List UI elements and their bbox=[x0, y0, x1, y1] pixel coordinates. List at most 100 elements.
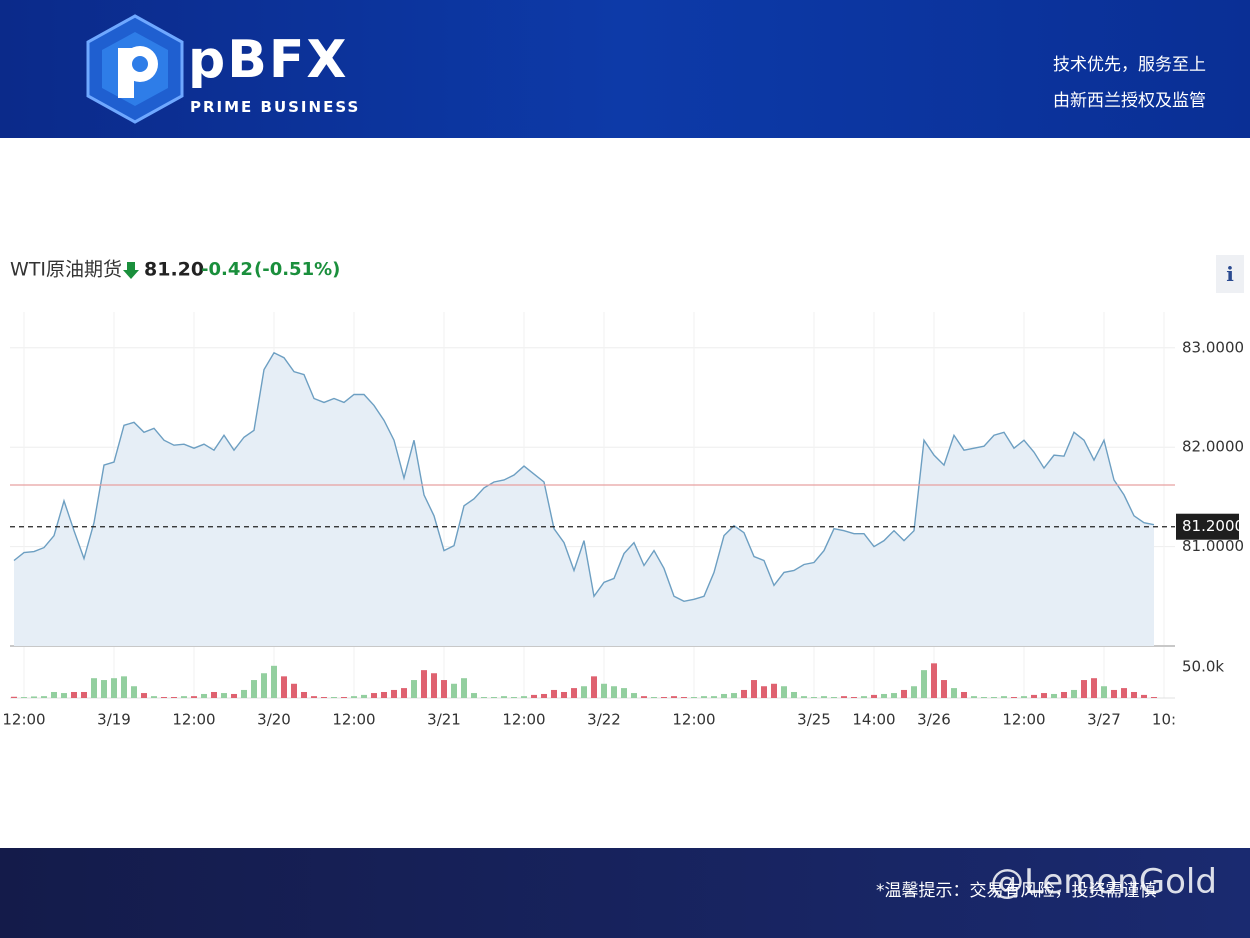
volume-bar bbox=[141, 693, 147, 698]
volume-bar bbox=[741, 689, 747, 698]
volume-bar bbox=[1061, 691, 1067, 698]
volume-bar bbox=[1091, 678, 1097, 698]
x-tick-label: 10: bbox=[1152, 711, 1176, 729]
volume-bar bbox=[1081, 680, 1087, 698]
volume-bar bbox=[631, 693, 637, 698]
volume-bar bbox=[901, 689, 907, 698]
volume-bar bbox=[151, 696, 157, 698]
volume-bar bbox=[991, 697, 997, 698]
chart: WTI原油期货 81.20 -0.42 (-0.51%) 81.0000 82.0… bbox=[2, 259, 1244, 729]
volume-bar bbox=[71, 691, 77, 698]
volume-bar bbox=[851, 697, 857, 698]
volume-bar bbox=[951, 688, 957, 698]
x-tick-label: 12:00 bbox=[672, 711, 715, 729]
tagline: 由新西兰授权及监管 bbox=[1053, 91, 1206, 111]
y-tick-label: 81.0000 bbox=[1182, 537, 1244, 555]
volume-bar bbox=[931, 663, 937, 698]
y-tick-label: 82.0000 bbox=[1182, 438, 1244, 456]
volume-bar bbox=[811, 697, 817, 698]
volume-tick-label: 50.0k bbox=[1182, 658, 1224, 676]
volume-bar bbox=[301, 691, 307, 698]
price: 81.20 bbox=[144, 259, 204, 281]
volume-bar bbox=[191, 696, 197, 698]
chart-title: WTI原油期货 bbox=[10, 259, 122, 281]
volume-bar bbox=[311, 696, 317, 698]
volume-bar bbox=[351, 696, 357, 698]
volume-bar bbox=[621, 688, 627, 698]
x-tick-label: 12:00 bbox=[502, 711, 545, 729]
volume-bar bbox=[651, 697, 657, 698]
x-tick-label: 3/21 bbox=[427, 711, 461, 729]
volume-bar bbox=[801, 696, 807, 698]
price-line bbox=[13, 351, 1155, 603]
volume-bar bbox=[271, 665, 277, 698]
brand-sub: PRIME BUSINESS bbox=[190, 98, 361, 116]
volume-bar bbox=[911, 686, 917, 698]
volume-bar bbox=[131, 686, 137, 698]
header: pBFX PRIME BUSINESS 技术优先，服务至上 由新西兰授权及监管 bbox=[0, 0, 1250, 138]
volume-bar bbox=[1151, 697, 1157, 698]
change-pct: (-0.51%) bbox=[254, 259, 340, 280]
volume-bar bbox=[481, 697, 487, 698]
volume-bar bbox=[751, 680, 757, 698]
volume-bar bbox=[341, 697, 347, 698]
x-tick-label: 3/27 bbox=[1087, 711, 1121, 729]
volume-bar bbox=[531, 694, 537, 698]
volume-bar bbox=[681, 697, 687, 698]
volume-bar bbox=[261, 673, 267, 698]
volume-bar bbox=[861, 696, 867, 698]
volume-bar bbox=[281, 676, 287, 698]
volume-bar bbox=[61, 693, 67, 698]
volume-bar bbox=[461, 678, 467, 698]
y-tick-label: 83.0000 bbox=[1182, 338, 1244, 356]
logo-icon bbox=[86, 14, 184, 124]
volume-bar bbox=[551, 689, 557, 698]
volume-bar bbox=[161, 697, 167, 698]
volume-bar bbox=[961, 691, 967, 698]
volume-bar bbox=[381, 691, 387, 698]
volume-bar bbox=[441, 680, 447, 698]
volume-bar bbox=[331, 697, 337, 698]
info-button[interactable]: i bbox=[1216, 255, 1244, 293]
volume-bar bbox=[1001, 696, 1007, 698]
volume-bar bbox=[841, 696, 847, 698]
volume-bar bbox=[691, 697, 697, 698]
area bbox=[14, 352, 1154, 646]
volume-bar bbox=[1121, 688, 1127, 698]
volume-bar bbox=[241, 689, 247, 698]
tagline: 技术优先，服务至上 bbox=[1053, 55, 1206, 75]
volume-bar bbox=[721, 693, 727, 698]
last-price-label: 81.2000 bbox=[1182, 517, 1244, 535]
volume-bar bbox=[941, 680, 947, 698]
volume-bar bbox=[701, 696, 707, 698]
volume-bar bbox=[181, 696, 187, 698]
volume-bar bbox=[671, 696, 677, 698]
volume-bar bbox=[1031, 694, 1037, 698]
volume-bar bbox=[11, 696, 17, 698]
x-tick-label: 12:00 bbox=[1002, 711, 1045, 729]
volume-bar bbox=[291, 683, 297, 698]
volume-bar bbox=[1101, 686, 1107, 698]
down-arrow bbox=[123, 262, 139, 279]
volume-bar bbox=[731, 693, 737, 698]
volume-bar bbox=[1071, 689, 1077, 698]
volume-bar bbox=[361, 694, 367, 698]
x-tick-label: 3/20 bbox=[257, 711, 291, 729]
x-tick-label: 12:00 bbox=[332, 711, 375, 729]
x-tick-label: 12:00 bbox=[2, 711, 45, 729]
volume-bar bbox=[111, 678, 117, 698]
volume-bar bbox=[881, 693, 887, 698]
volume-bar bbox=[411, 680, 417, 698]
volume-bar bbox=[981, 697, 987, 698]
volume-bar bbox=[581, 686, 587, 698]
change: -0.42 bbox=[201, 259, 253, 280]
volume-bar bbox=[81, 691, 87, 698]
volume-bar bbox=[561, 691, 567, 698]
volume-bar bbox=[821, 696, 827, 698]
x-tick-label: 3/19 bbox=[97, 711, 131, 729]
volume-bar bbox=[971, 696, 977, 698]
volume-bar bbox=[451, 683, 457, 698]
volume-bar bbox=[791, 691, 797, 698]
volume-bar bbox=[1111, 689, 1117, 698]
